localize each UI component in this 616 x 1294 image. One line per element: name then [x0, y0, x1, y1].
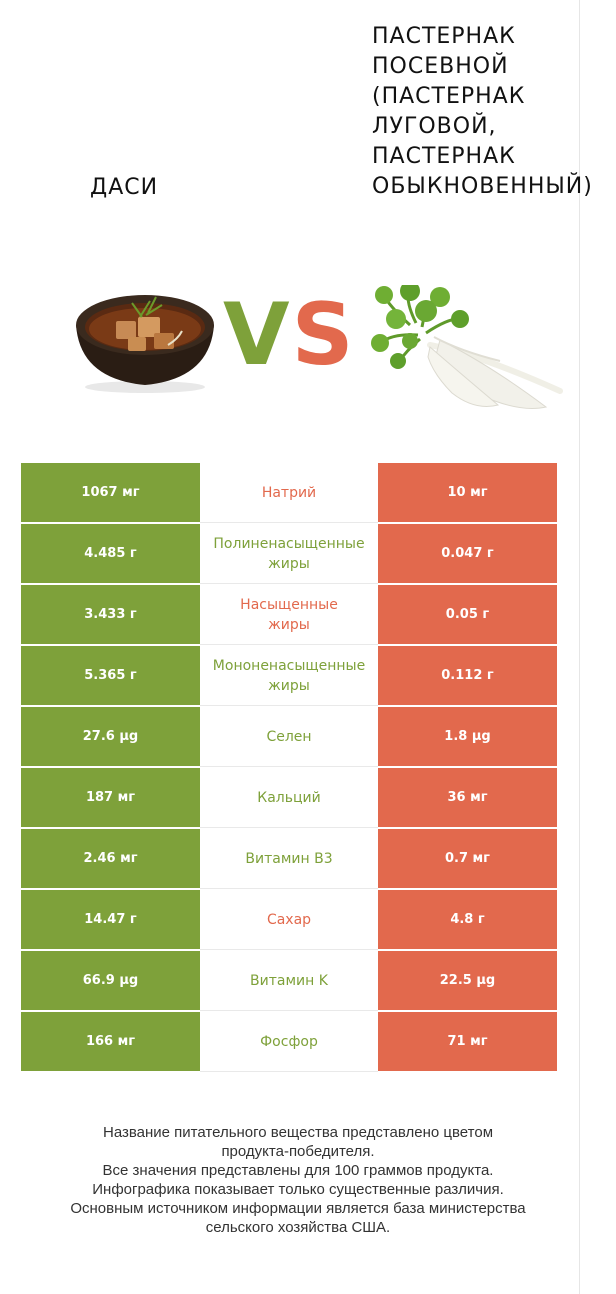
table-row: 187 мг Кальций 36 мг	[21, 768, 557, 829]
left-value: 4.485 г	[21, 524, 200, 583]
footer-line: Название питательного вещества представл…	[102, 1124, 494, 1141]
left-value: 14.47 г	[21, 890, 200, 949]
table-row: 1067 мг Натрий 10 мг	[21, 463, 557, 524]
footer-line: сельского хозяйства США.	[205, 1219, 391, 1236]
right-value: 10 мг	[378, 463, 557, 522]
footer-notes: Название питательного вещества представл…	[18, 1123, 578, 1237]
nutrient-name: Сахар	[200, 890, 378, 950]
left-value: 2.46 мг	[21, 829, 200, 888]
table-row: 2.46 мг Витамин B3 0.7 мг	[21, 829, 557, 890]
left-product-title: ДАСИ	[90, 175, 159, 200]
nutrient-name: Витамин K	[200, 951, 378, 1011]
nutrient-name: Мононенасыщенные жиры	[200, 646, 378, 706]
nutrient-name: Полиненасыщенные жиры	[200, 524, 378, 584]
frame-border	[579, 0, 580, 1294]
comparison-table: 1067 мг Натрий 10 мг 4.485 г Полиненасыщенны…	[21, 463, 557, 1073]
left-value: 3.433 г	[21, 585, 200, 644]
nutrient-name: Фосфор	[200, 1012, 378, 1072]
right-value: 1.8 µg	[378, 707, 557, 766]
dashi-bowl-icon	[76, 295, 214, 393]
table-row: 3.433 г Насыщенные жиры 0.05 г	[21, 585, 557, 646]
right-value: 0.112 г	[378, 646, 557, 705]
footer-line: Основным источником информации является …	[70, 1200, 526, 1217]
vs-label: VS	[223, 285, 354, 385]
table-row: 14.47 г Сахар 4.8 г	[21, 890, 557, 951]
nutrient-name: Витамин B3	[200, 829, 378, 889]
parsnip-icon	[371, 285, 563, 409]
right-product-title: ПАСТЕРНАК ПОСЕВНОЙ (ПАСТЕРНАК ЛУГОВОЙ, П…	[372, 24, 593, 199]
table-row: 166 мг Фосфор 71 мг	[21, 1012, 557, 1073]
nutrient-name: Кальций	[200, 768, 378, 828]
right-value: 0.047 г	[378, 524, 557, 583]
left-value: 5.365 г	[21, 646, 200, 705]
right-value: 36 мг	[378, 768, 557, 827]
right-value: 0.05 г	[378, 585, 557, 644]
right-value: 4.8 г	[378, 890, 557, 949]
table-row: 66.9 µg Витамин K 22.5 µg	[21, 951, 557, 1012]
right-value: 22.5 µg	[378, 951, 557, 1010]
footer-line: продукта-победителя.	[221, 1143, 375, 1160]
nutrient-name: Насыщенные жиры	[200, 585, 378, 645]
footer-line: Все значения представлены для 100 граммо…	[102, 1162, 494, 1179]
footer-line: Инфографика показывает только существенн…	[92, 1181, 504, 1198]
left-value: 27.6 µg	[21, 707, 200, 766]
right-value: 0.7 мг	[378, 829, 557, 888]
right-value: 71 мг	[378, 1012, 557, 1071]
left-value: 66.9 µg	[21, 951, 200, 1010]
nutrient-name: Селен	[200, 707, 378, 767]
left-value: 166 мг	[21, 1012, 200, 1071]
table-row: 27.6 µg Селен 1.8 µg	[21, 707, 557, 768]
left-value: 187 мг	[21, 768, 200, 827]
table-row: 5.365 г Мононенасыщенные жиры 0.112 г	[21, 646, 557, 707]
nutrient-name: Натрий	[200, 463, 378, 523]
left-value: 1067 мг	[21, 463, 200, 522]
table-row: 4.485 г Полиненасыщенные жиры 0.047 г	[21, 524, 557, 585]
